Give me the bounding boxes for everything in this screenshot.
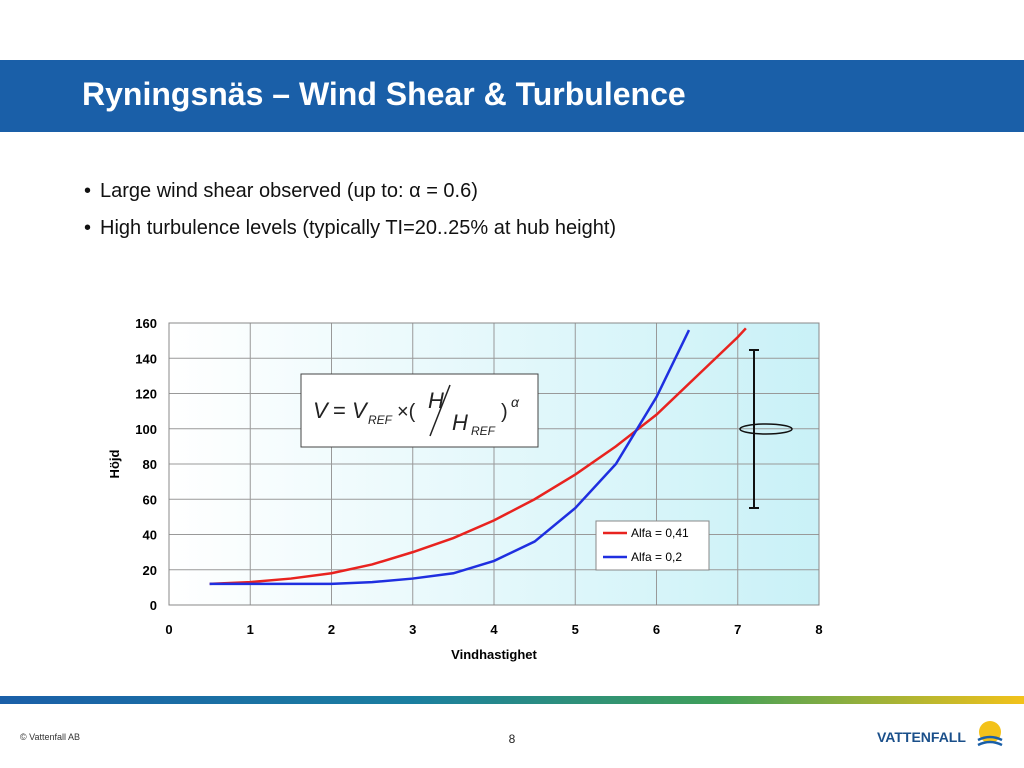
bullet: • Large wind shear observed (up to: α = 0… [84, 180, 478, 202]
bullet-text: Large wind shear observed (up to: α = 0.… [100, 180, 478, 202]
y-tick-label: 160 [135, 316, 157, 331]
bullet-text: High turbulence levels (typically TI=20.… [100, 217, 617, 239]
formula-part: H [428, 388, 444, 413]
x-tick-label: 4 [490, 622, 498, 637]
logo-text: VATTENFALL [877, 729, 966, 745]
formula-part: V [313, 398, 330, 423]
y-tick-label: 100 [135, 422, 157, 437]
slide-title: Ryningsnäs – Wind Shear & Turbulence [82, 76, 686, 112]
footer-stripe [0, 696, 1024, 704]
y-tick-label: 20 [143, 563, 157, 578]
y-tick-label: 80 [143, 457, 157, 472]
y-axis-label: Höjd [107, 450, 122, 479]
formula-slash [429, 384, 451, 437]
header-bar [0, 60, 1024, 132]
formula-part: ) [501, 401, 508, 423]
series-line [209, 327, 747, 586]
formula-part: α [511, 394, 520, 410]
y-tick-label: 140 [135, 351, 157, 366]
x-tick-label: 8 [815, 622, 822, 637]
formula-part: ×( [397, 401, 416, 423]
formula-part: V [352, 398, 369, 423]
series-line [209, 329, 691, 586]
plot-border [168, 322, 820, 606]
x-tick-label: 7 [734, 622, 741, 637]
formula-part: REF [368, 413, 393, 427]
x-tick-label: 0 [165, 622, 172, 637]
x-tick-label: 3 [409, 622, 416, 637]
legend [595, 520, 710, 571]
y-tick-label: 60 [143, 492, 157, 507]
copyright: © Vattenfall AB [20, 732, 80, 742]
y-tick-label: 120 [135, 387, 157, 402]
logo-mark [977, 721, 1003, 747]
turbine [739, 349, 793, 509]
page-number: 8 [509, 732, 516, 746]
y-tick-label: 40 [143, 528, 157, 543]
formula: V = V REF ×( H H REF ) α [313, 384, 520, 438]
formula-part: REF [471, 424, 496, 438]
legend-label: Alfa = 0,41 [631, 526, 689, 540]
formula-box [300, 373, 539, 448]
x-tick-label: 2 [328, 622, 335, 637]
formula-part: = [333, 398, 346, 423]
x-tick-label: 6 [653, 622, 660, 637]
legend-label: Alfa = 0,2 [631, 550, 682, 564]
x-tick-label: 5 [572, 622, 579, 637]
formula-part: H [452, 410, 468, 435]
x-tick-label: 1 [247, 622, 254, 637]
y-tick-label: 0 [150, 598, 157, 613]
bullet: • High turbulence levels (typically TI=20… [84, 217, 617, 239]
x-axis-label: Vindhastighet [451, 647, 537, 662]
